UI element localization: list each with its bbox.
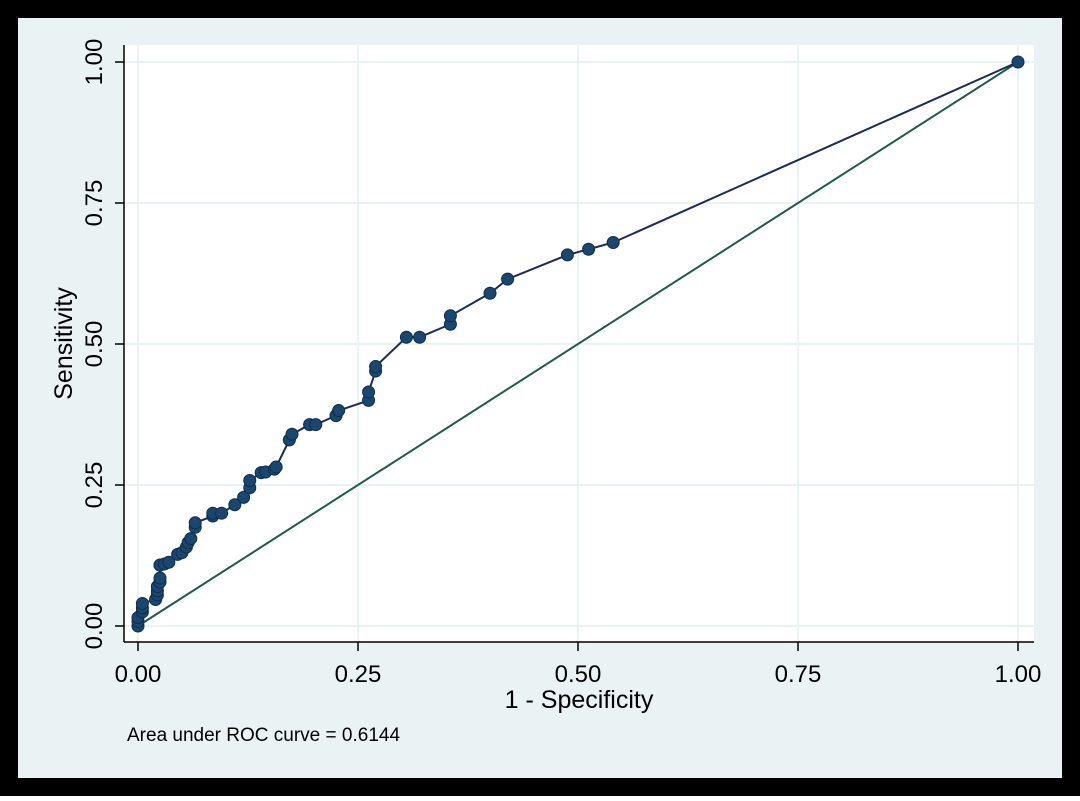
roc-point <box>243 473 257 487</box>
y-tick-label: 0.00 <box>81 603 108 650</box>
x-tick-label: 0.75 <box>775 661 822 688</box>
roc-point <box>560 248 574 262</box>
x-tick-label: 0.00 <box>115 661 162 688</box>
roc-point <box>162 555 176 569</box>
y-tick-label: 0.75 <box>81 180 108 227</box>
auc-note: Area under ROC curve = 0.6144 <box>127 725 400 746</box>
roc-point <box>215 506 229 520</box>
roc-point <box>153 571 167 585</box>
roc-curve-layer <box>131 55 1025 633</box>
roc-point <box>399 330 413 344</box>
roc-point <box>309 418 323 432</box>
roc-point <box>369 360 383 374</box>
y-tick-label: 1.00 <box>81 39 108 86</box>
roc-point <box>135 596 149 610</box>
x-tick-label: 0.50 <box>555 661 602 688</box>
axes <box>115 45 1034 651</box>
roc-point <box>606 235 620 249</box>
roc-point <box>237 490 251 504</box>
roc-point <box>188 516 202 530</box>
roc-point <box>443 309 457 323</box>
reference-line <box>137 61 1019 627</box>
y-tick-label: 0.25 <box>81 462 108 509</box>
roc-point <box>413 330 427 344</box>
reference-line-layer <box>137 61 1019 627</box>
roc-point <box>184 532 198 546</box>
x-axis-title: 1 - Specificity <box>505 686 654 714</box>
roc-point <box>269 460 283 474</box>
x-tick-label: 1.00 <box>995 661 1042 688</box>
roc-point <box>1011 55 1025 69</box>
y-axis-title: Sensitivity <box>50 287 78 400</box>
roc-point <box>228 498 242 512</box>
roc-point <box>332 404 346 418</box>
roc-point <box>501 272 515 286</box>
tick-labels: 0.00 0.25 0.50 0.75 1.00 0.00 0.25 0.50 0.75 1.00 <box>81 39 1041 688</box>
x-tick-label: 0.25 <box>335 661 382 688</box>
roc-point <box>285 427 299 441</box>
y-tick-label: 0.50 <box>81 321 108 368</box>
roc-point <box>582 242 596 256</box>
roc-point <box>362 385 376 399</box>
roc-point <box>483 286 497 300</box>
